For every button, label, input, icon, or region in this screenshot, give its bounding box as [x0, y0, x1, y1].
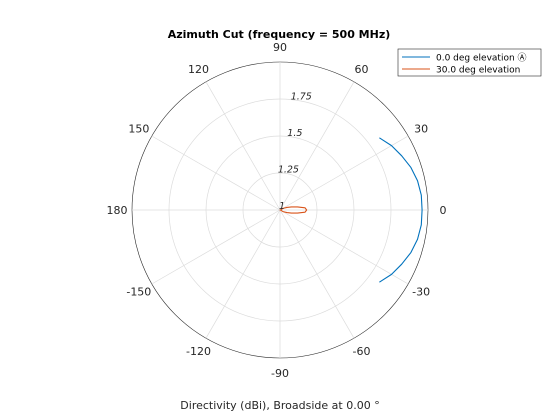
radial-tick-label: 1	[279, 201, 285, 212]
radial-tick-label: 1.75	[291, 92, 312, 103]
angle-tick-label: 60	[355, 63, 369, 76]
angle-tick-label: -30	[412, 286, 430, 299]
angular-grid-line	[151, 209, 281, 285]
angle-tick-label: 180	[107, 204, 128, 217]
angular-grid-line	[205, 81, 281, 211]
angle-tick-label: 120	[188, 63, 209, 76]
angle-tick-labels: 90 60 30 0 -30 -60 -90 -120 -150 180 150 120	[107, 41, 447, 380]
angular-grid-line	[279, 209, 409, 285]
angle-tick-label: 0	[440, 204, 447, 217]
angle-tick-label: 90	[273, 41, 287, 54]
angular-grid-line	[279, 81, 355, 211]
series-line-1	[279, 206, 308, 214]
legend-label-30-deg: 30.0 deg elevation	[436, 66, 520, 76]
angle-tick-label: -90	[271, 367, 289, 380]
radial-tick-labels: 1 1.25 1.5 1.75	[278, 92, 312, 212]
legend[interactable]: 0.0 deg elevation Ⓐ 30.0 deg elevation	[397, 48, 542, 77]
angular-grid-line	[279, 209, 355, 339]
angular-grid-line	[205, 209, 281, 339]
radial-tick-label: 1.25	[278, 165, 299, 176]
legend-label-0-deg: 0.0 deg elevation Ⓐ	[436, 53, 527, 64]
legend-box	[397, 48, 542, 77]
radial-tick-label: 1.5	[287, 128, 302, 139]
angle-tick-label: 30	[414, 123, 428, 136]
angle-tick-label: -60	[353, 345, 371, 358]
angle-tick-label: -120	[186, 345, 211, 358]
angle-tick-label: 150	[128, 123, 149, 136]
angular-grid-line	[279, 135, 409, 211]
x-axis-label: Directivity (dBi), Broadside at 0.00 °	[180, 399, 379, 412]
series-layer	[279, 137, 423, 283]
angle-tick-label: -150	[126, 286, 151, 299]
series-line-0	[379, 137, 423, 283]
angular-grid-line	[151, 135, 281, 211]
chart-title: Azimuth Cut (frequency = 500 MHz)	[168, 28, 391, 41]
